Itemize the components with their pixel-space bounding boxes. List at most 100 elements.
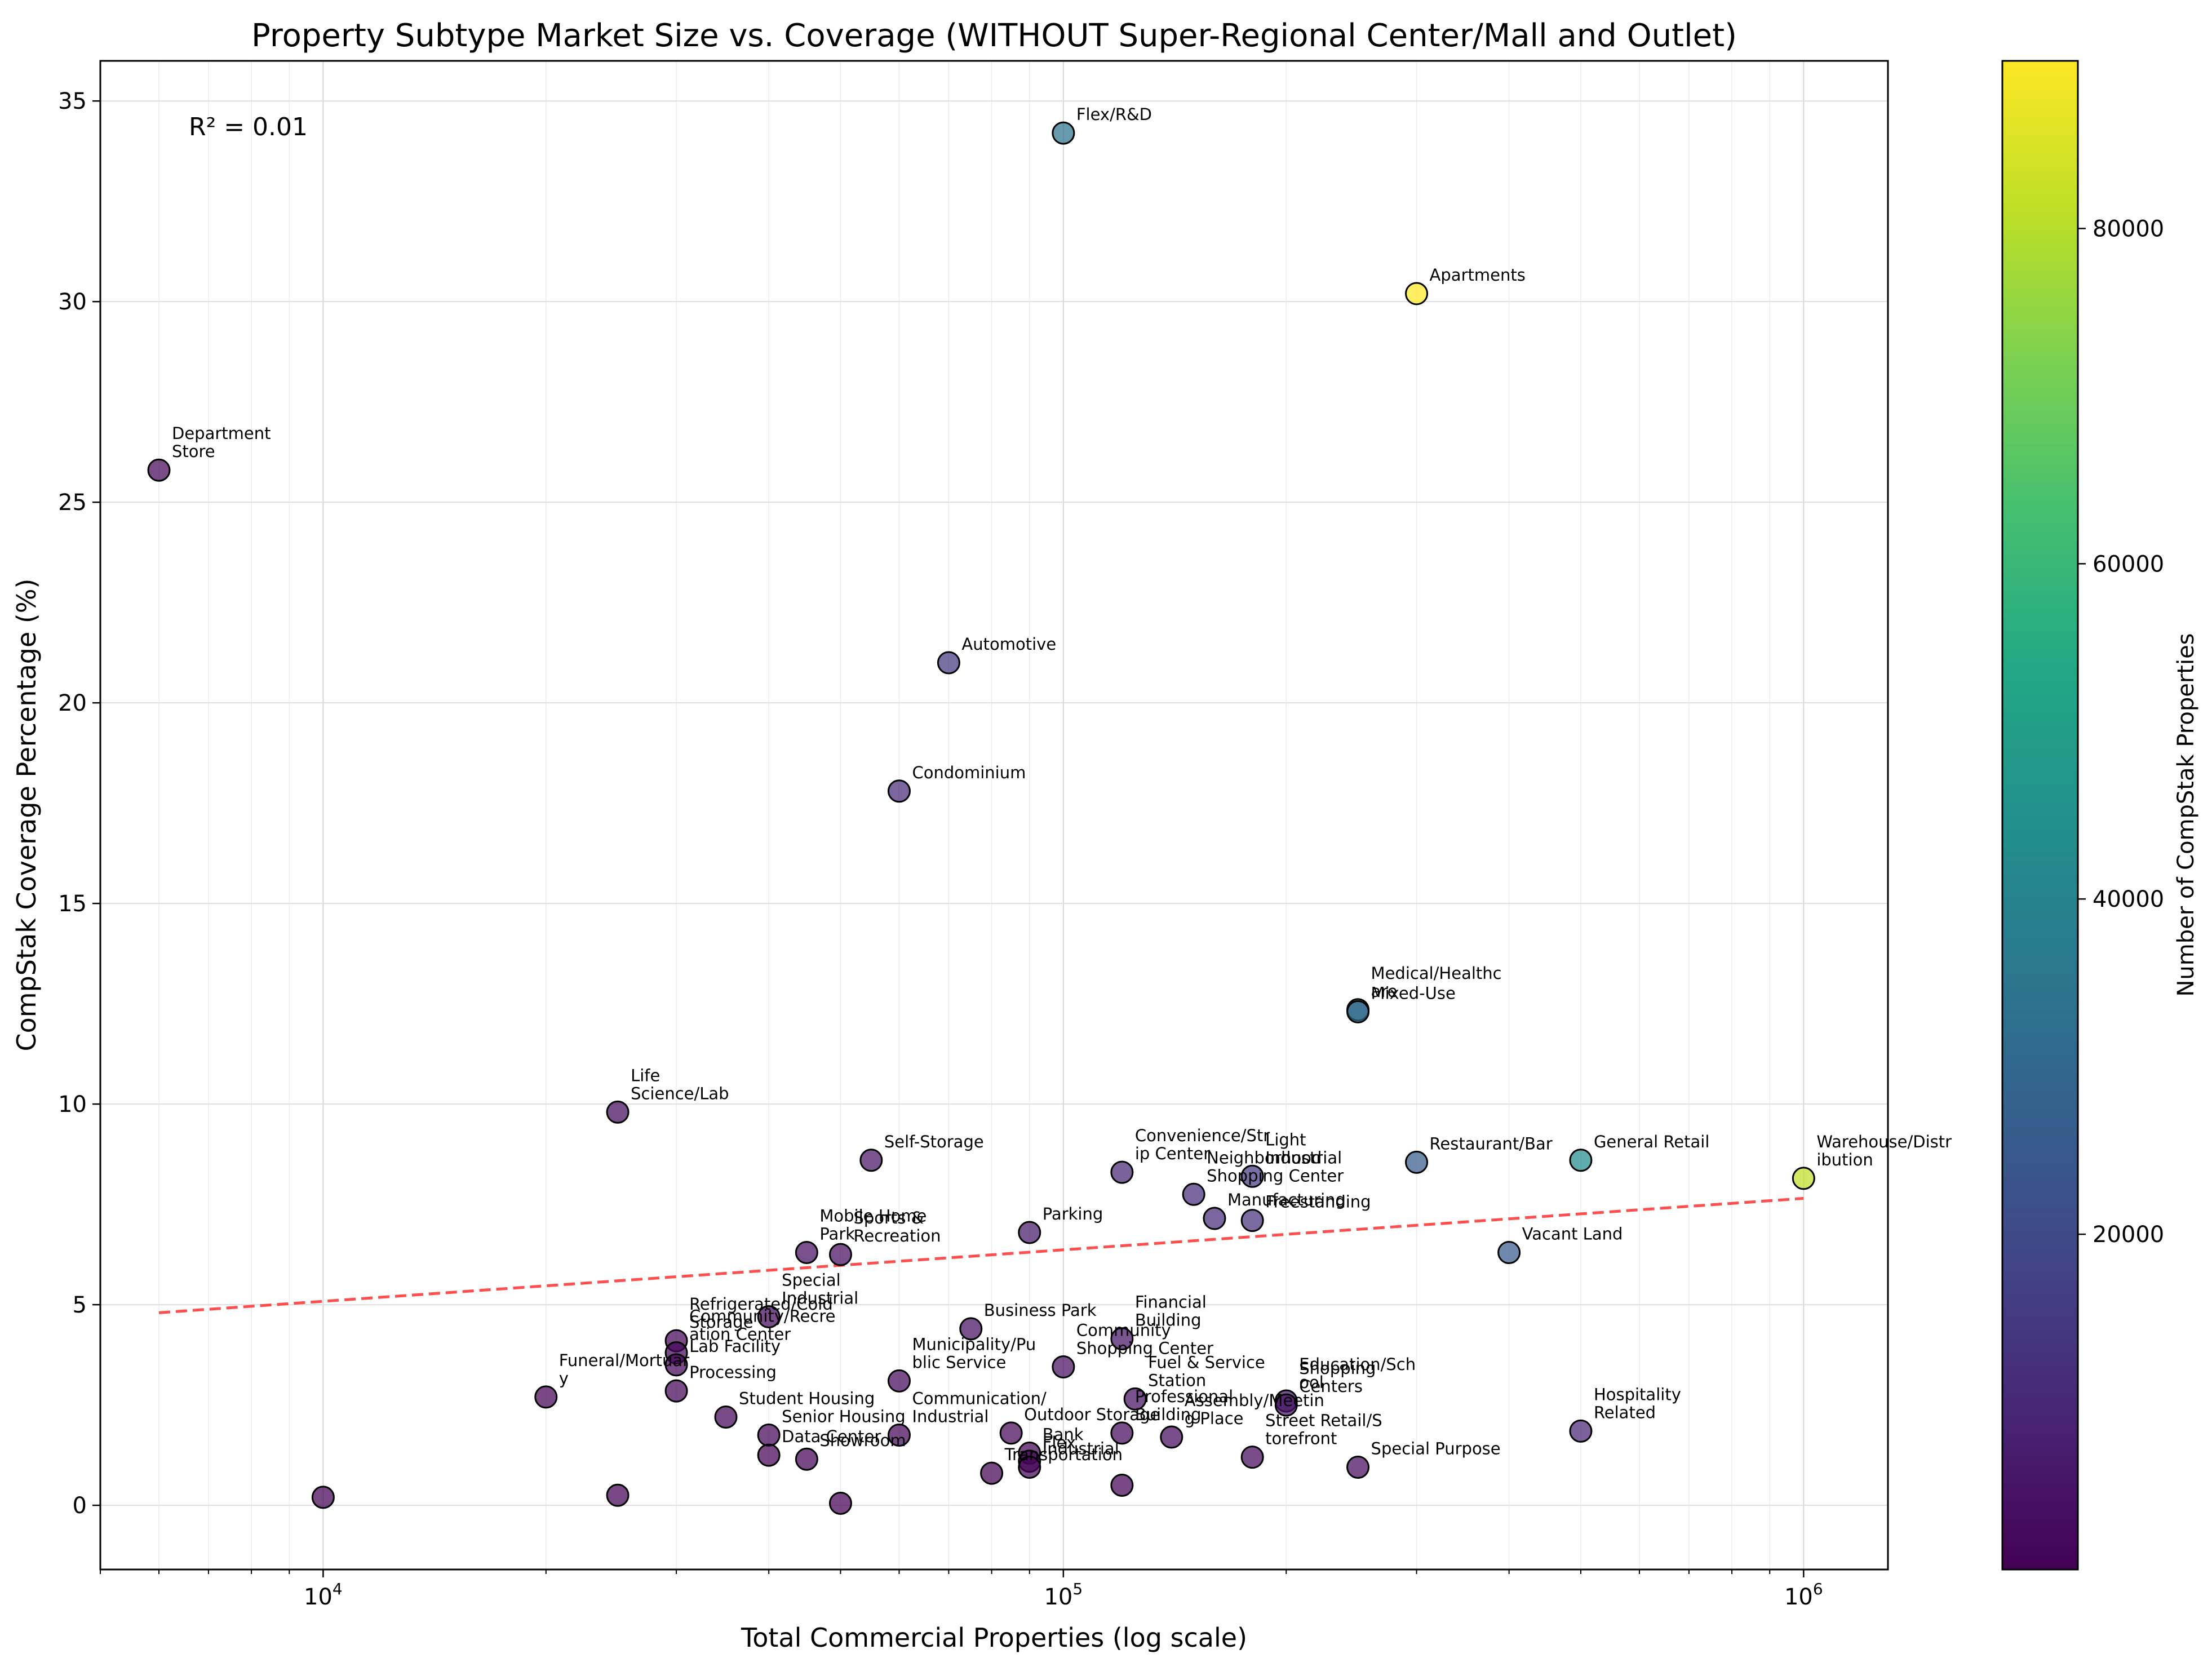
data-point [980, 1461, 1004, 1485]
grid [100, 61, 1888, 1570]
point-label: Fuel & Service Station [1148, 1353, 1265, 1390]
x-tick-label: 106 [1784, 1580, 1823, 1610]
point-label: Showroom [819, 1431, 906, 1450]
point-label: Communication/Industrial [912, 1389, 1047, 1426]
data-point [757, 1443, 781, 1467]
point-label: Business Park [984, 1301, 1097, 1320]
point-label: Life Science/Lab [631, 1066, 729, 1103]
point-label: Mixed-Use [1371, 983, 1456, 1003]
data-point [1110, 1327, 1134, 1351]
point-labels: Department Store Funeral/Mortuar y Life Scien… [172, 105, 1952, 1464]
colorbar-tick-label: 60000 [2093, 551, 2164, 577]
chart-title: Property Subtype Market Size vs. Coverag… [251, 17, 1737, 54]
point-label: Shopping Centers [1299, 1359, 1376, 1396]
point-label: Convenience/Str ip Center [1135, 1126, 1270, 1163]
colorbar-label: Number of CompStak Properties [2173, 633, 2199, 996]
point-label: Warehouse/Distr ibution [1816, 1132, 1952, 1169]
point-label: Community Shopping Center [1076, 1320, 1213, 1358]
y-tick-label: 25 [58, 490, 87, 516]
plot-frame [99, 60, 1889, 1571]
x-tick-label: 105 [1044, 1580, 1083, 1610]
data-point [664, 1353, 688, 1377]
point-label: Transportation [1004, 1445, 1123, 1464]
y-tick-label: 10 [58, 1092, 87, 1118]
point-label: Education/Sch ool [1299, 1355, 1416, 1392]
point-label: Manufacturing [1227, 1190, 1346, 1209]
data-point [795, 1241, 818, 1265]
point-label: Mobile Home Park [819, 1207, 927, 1244]
data-point [606, 1100, 630, 1124]
r-squared-annotation: R² = 0.01 [189, 113, 308, 141]
y-tick-label: 30 [58, 289, 87, 315]
point-label: General Retail [1594, 1132, 1709, 1151]
colorbar-tick-label: 20000 [2093, 1222, 2164, 1248]
data-point [859, 1149, 883, 1172]
data-point [1018, 1455, 1041, 1479]
data-point [606, 1483, 630, 1507]
point-label: Light Industrial [1265, 1130, 1342, 1167]
point-label: Student Housing [739, 1389, 875, 1408]
data-point [1405, 1150, 1429, 1174]
point-label: Lab Facility [689, 1337, 781, 1356]
data-point [1052, 1355, 1075, 1378]
data-point [937, 651, 960, 675]
data-point [887, 779, 911, 803]
data-point [1569, 1419, 1593, 1443]
colorbar-tick-label: 80000 [2093, 216, 2164, 242]
point-label: Neighborhood Shopping Center [1207, 1148, 1344, 1185]
point-label: Sports & Recreation [853, 1208, 941, 1245]
data-point [311, 1486, 335, 1509]
colorbar [2001, 60, 2079, 1571]
data-point [1792, 1167, 1815, 1190]
data-point [959, 1317, 983, 1341]
y-tick-label: 0 [73, 1493, 87, 1519]
x-axis-label: Total Commercial Properties (log scale) [741, 1622, 1247, 1653]
data-point [1274, 1393, 1298, 1417]
data-point [1569, 1149, 1593, 1172]
data-point [757, 1423, 781, 1447]
point-label: Parking [1043, 1204, 1103, 1223]
point-label: Assembly/Meetin g Place [1185, 1391, 1324, 1428]
y-tick-label: 15 [58, 891, 87, 917]
point-label: Special Industrial [782, 1270, 858, 1307]
point-label: Funeral/Mortuar y [559, 1351, 689, 1388]
data-point [828, 1492, 852, 1515]
data-point [1052, 121, 1075, 145]
point-label: Freestanding [1265, 1192, 1371, 1212]
data-point [999, 1421, 1023, 1445]
data-point [1405, 282, 1429, 305]
point-label: Apartments [1430, 265, 1526, 285]
point-label: Street Retail/S torefront [1265, 1411, 1382, 1448]
data-point [714, 1405, 738, 1429]
x-tick-label: 104 [304, 1580, 343, 1610]
point-label: Medical/Healthc are [1371, 964, 1502, 1001]
trendline [158, 1196, 1804, 1314]
point-label: Automotive [961, 635, 1056, 654]
data-point [1123, 1387, 1147, 1411]
data-point [757, 1305, 781, 1328]
point-label: Data Center [782, 1427, 881, 1446]
point-label: Processing [689, 1363, 777, 1382]
data-point [1240, 1164, 1264, 1188]
colorbar-tick-label: 40000 [2093, 886, 2164, 912]
data-point [887, 1423, 911, 1447]
data-point [1240, 1446, 1264, 1469]
data-point [534, 1385, 558, 1409]
point-label: Flex [1043, 1433, 1076, 1452]
data-point [1110, 1473, 1134, 1497]
data-point [1346, 1455, 1370, 1479]
data-point [1203, 1207, 1226, 1230]
point-label: Restaurant/Bar [1430, 1134, 1553, 1153]
y-tick-label: 20 [58, 690, 87, 716]
colorbar-ticks: 20000 40000 60000 80000 [2078, 216, 2164, 1248]
point-label: Department Store [172, 424, 271, 461]
trend-line [158, 1196, 1804, 1314]
data-point [887, 1369, 911, 1393]
data-point [1110, 1160, 1134, 1184]
data-point [795, 1447, 818, 1471]
point-label: Professional Building [1135, 1387, 1233, 1424]
y-tick-label: 5 [73, 1292, 87, 1318]
data-point [1110, 1421, 1134, 1445]
